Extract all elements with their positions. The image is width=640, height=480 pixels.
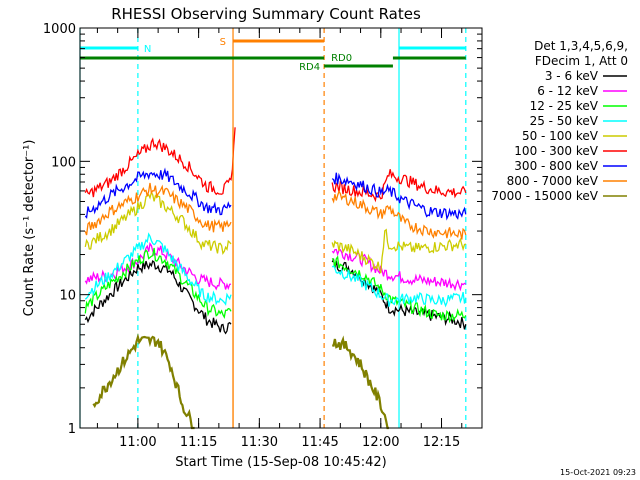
- legend-entry-label: 3 - 6 keV: [545, 69, 599, 83]
- plot-area: N S RD0 RD4: [79, 28, 467, 430]
- legend-entry-label: 12 - 25 keV: [530, 99, 599, 113]
- y-axis-label: Count Rate (s⁻¹ detector⁻¹): [22, 140, 37, 317]
- status-bar-label: RD4: [299, 62, 320, 73]
- series-line: [331, 189, 467, 240]
- series-line: [331, 169, 467, 203]
- series-line: [331, 172, 467, 221]
- legend-entry-label: 100 - 300 keV: [514, 144, 598, 158]
- legend-entry-label: 800 - 7000 keV: [507, 174, 599, 188]
- x-axis-label: Start Time (15-Sep-08 10:45:42): [175, 455, 386, 470]
- series-line: [84, 260, 232, 335]
- legend-entry-label: 25 - 50 keV: [530, 114, 599, 128]
- x-axis: 11:00 11:15 11:30 11:45 12:00 12:15: [96, 28, 483, 450]
- series-line: [84, 247, 232, 319]
- status-bar-label: S: [220, 37, 226, 48]
- x-tick-label: 11:45: [301, 435, 338, 450]
- y-tick-label: 1000: [43, 22, 76, 37]
- series-line: [84, 127, 236, 198]
- series-line: [331, 265, 467, 308]
- series-layer: [84, 127, 467, 430]
- series-line: [84, 190, 232, 255]
- status-bars: N S RD0 RD4: [80, 37, 466, 73]
- x-tick-label: 11:30: [241, 435, 278, 450]
- legend: Det 1,3,4,5,6,9,FDecim 1, Att 03 - 6 keV…: [491, 39, 628, 203]
- series-line: [84, 167, 232, 219]
- series-line: [331, 248, 467, 292]
- chart-title: RHESSI Observing Summary Count Rates: [111, 5, 421, 23]
- x-tick-label: 11:00: [119, 435, 156, 450]
- legend-entry-label: 50 - 100 keV: [522, 129, 599, 143]
- x-tick-label: 12:00: [362, 435, 399, 450]
- y-tick-label: 100: [51, 155, 76, 170]
- vertical-markers: [79, 28, 467, 428]
- series-line: [84, 232, 232, 306]
- legend-entry-label: 300 - 800 keV: [514, 159, 598, 173]
- series-line: [84, 182, 232, 236]
- series-line: [331, 228, 467, 274]
- footer-date: 15-Oct-2021 09:23: [560, 468, 636, 477]
- x-tick-label: 11:15: [180, 435, 217, 450]
- status-bar-label: N: [144, 44, 151, 55]
- y-tick-label: 10: [59, 289, 76, 304]
- status-bar-label: RD0: [331, 53, 352, 64]
- x-tick-label: 12:15: [423, 435, 460, 450]
- series-line: [92, 333, 195, 430]
- y-axis: 1 10 100 1000: [43, 22, 482, 437]
- legend-entry-label: 6 - 12 keV: [537, 84, 599, 98]
- plot-frame: [79, 27, 483, 429]
- legend-header: FDecim 1, Att 0: [535, 54, 628, 68]
- series-line: [331, 335, 389, 430]
- legend-entry-label: 7000 - 15000 keV: [491, 189, 598, 203]
- y-tick-label: 1: [68, 422, 76, 437]
- legend-header: Det 1,3,4,5,6,9,: [534, 39, 628, 53]
